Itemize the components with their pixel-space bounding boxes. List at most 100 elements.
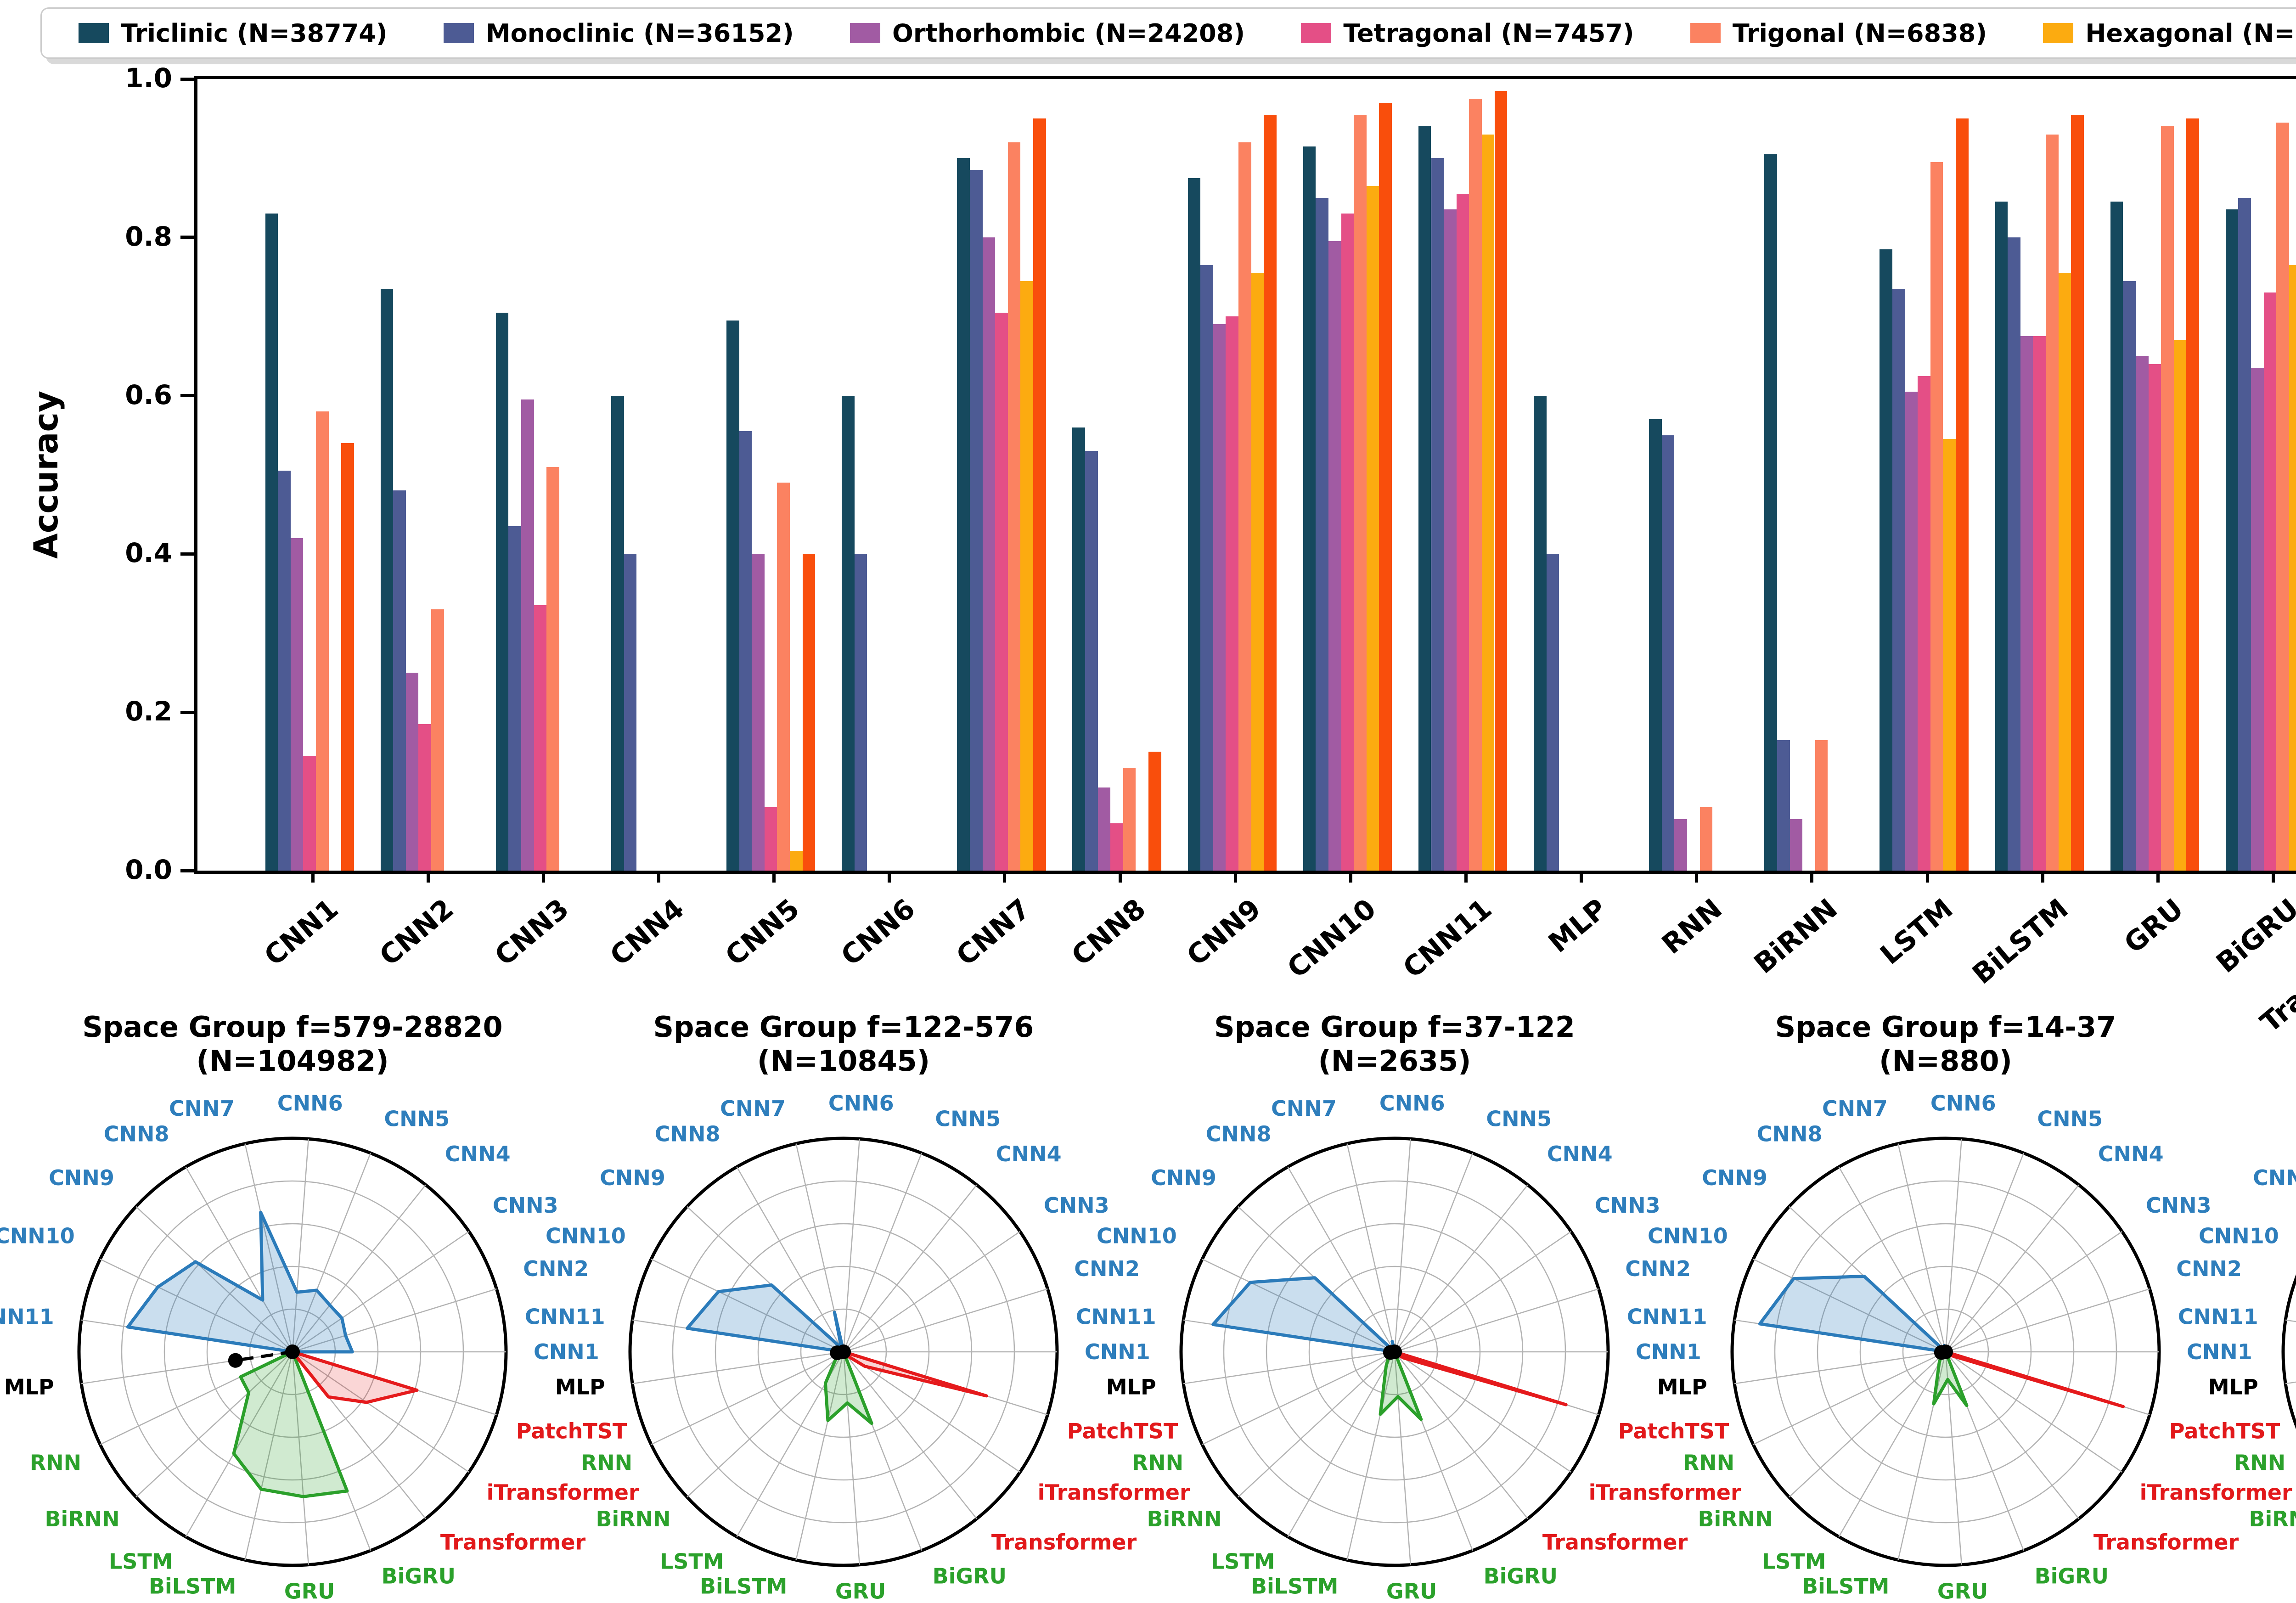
radar-axis-label-CNN6: CNN6 xyxy=(1379,1091,1445,1115)
radar-axis-label-CNN7: CNN7 xyxy=(720,1096,786,1121)
radar-axis-label-iTransformer: iTransformer xyxy=(2140,1480,2292,1505)
radar-axis-label-LSTM: LSTM xyxy=(660,1549,724,1574)
y-tick-label: 0.8 xyxy=(125,220,172,252)
x-tick-mark xyxy=(1464,871,1468,883)
radar-spoke xyxy=(1945,1139,1962,1352)
bar-CNN4-1 xyxy=(624,554,637,871)
radar-spoke xyxy=(244,1143,293,1352)
radar-spoke xyxy=(651,1351,844,1445)
legend-swatch xyxy=(2043,23,2074,43)
radar-axis-label-BiGRU: BiGRU xyxy=(2035,1564,2109,1589)
radar-spoke xyxy=(1287,1351,1396,1537)
x-tick-mark xyxy=(426,871,430,883)
radar-axis-label-Transformer: Transformer xyxy=(1542,1530,1688,1555)
x-tick-label-CNN2: CNN2 xyxy=(373,893,460,973)
x-tick-label-BiGRU: BiGRU xyxy=(2210,893,2296,979)
mlp-marker xyxy=(1383,1345,1398,1360)
x-tick-label-GRU: GRU xyxy=(2118,893,2190,960)
radar-spoke xyxy=(1394,1153,1474,1352)
radar-axis-label-CNN2: CNN2 xyxy=(1625,1256,1691,1281)
x-tick-mark xyxy=(1580,871,1583,883)
radar-spoke xyxy=(1945,1288,2150,1353)
cnn-family-polygon xyxy=(1758,1275,1947,1354)
y-tick-label: 1.0 xyxy=(125,62,172,94)
bar-CNN5-6 xyxy=(802,554,816,871)
radar-axis-label-iTransformer: iTransformer xyxy=(487,1480,639,1505)
transformer-family-polygon xyxy=(291,1350,419,1404)
radar-spoke xyxy=(1238,1351,1395,1498)
y-tick-label: 0.6 xyxy=(125,379,172,411)
radar-spoke xyxy=(1945,1184,2079,1352)
bar-BiGRU-1 xyxy=(2238,197,2251,871)
bar-CNN11-3 xyxy=(1456,193,1469,871)
bar-LSTM-6 xyxy=(1956,118,1969,871)
bar-CNN3-2 xyxy=(521,399,534,871)
bar-CNN5-5 xyxy=(790,850,803,871)
mlp-marker xyxy=(228,1353,243,1368)
bar-CNN2-1 xyxy=(393,490,406,871)
y-tick-mark xyxy=(180,869,194,872)
x-tick-label-CNN1: CNN1 xyxy=(258,893,345,973)
radar-axis-label-BiRNN: BiRNN xyxy=(1147,1507,1221,1531)
bar-BiRNN-2 xyxy=(1790,819,1803,871)
bar-CNN5-1 xyxy=(739,431,752,871)
bar-MLP-0 xyxy=(1534,395,1547,871)
radar-spoke xyxy=(843,1153,923,1352)
legend-label: Tetragonal (N=7457) xyxy=(1343,18,1634,48)
bar-CNN11-5 xyxy=(1481,134,1495,871)
radar-axis-label-CNN7: CNN7 xyxy=(1271,1096,1337,1121)
radar-axis-label-Transformer: Transformer xyxy=(440,1530,586,1555)
radar-spoke xyxy=(1394,1351,1528,1519)
radar-spoke xyxy=(1789,1351,1946,1498)
bar-CNN1-6 xyxy=(341,443,354,871)
bar-CNN10-6 xyxy=(1379,102,1392,871)
bar-CNN9-4 xyxy=(1238,142,1251,871)
x-tick-label-CNN7: CNN7 xyxy=(950,893,1036,973)
radar-spoke xyxy=(1202,1259,1395,1353)
bar-CNN10-3 xyxy=(1341,214,1354,871)
legend-label: Monoclinic (N=36152) xyxy=(485,18,794,48)
bar-CNN1-0 xyxy=(265,214,278,871)
bar-BiLSTM-5 xyxy=(2058,273,2071,871)
bar-CNN11-1 xyxy=(1431,158,1444,871)
radar-spoke xyxy=(1838,1166,1947,1352)
bar-CNN11-0 xyxy=(1418,126,1431,871)
radar-spoke xyxy=(1753,1351,1946,1445)
bar-CNN11-4 xyxy=(1469,99,1482,871)
radar-axis-label-CNN1: CNN1 xyxy=(1085,1339,1150,1364)
bar-GRU-1 xyxy=(2123,281,2136,871)
bar-CNN5-0 xyxy=(726,320,739,871)
radar-title-5: Space Group f=1-14(N=227) xyxy=(2230,1010,2296,1079)
x-tick-mark xyxy=(2041,871,2044,883)
radar-axis-label-CNN11: CNN11 xyxy=(0,1305,54,1329)
radar-spoke xyxy=(843,1288,1048,1353)
radar-axis-label-CNN10: CNN10 xyxy=(0,1223,75,1248)
radar-spoke xyxy=(687,1351,844,1498)
radar-title-line2: (N=880) xyxy=(1879,1044,2012,1078)
x-tick-label-CNN4: CNN4 xyxy=(604,893,691,973)
legend-swatch xyxy=(1301,23,1332,43)
radar-axis-label-CNN10: CNN10 xyxy=(1097,1223,1177,1248)
radar-spoke xyxy=(100,1259,293,1353)
cnn-family-polygon xyxy=(1211,1276,1396,1354)
radar-axis-label-iTransformer: iTransformer xyxy=(1038,1480,1190,1505)
radar-axis-label-CNN3: CNN3 xyxy=(2146,1193,2212,1218)
radar-axis-label-CNN4: CNN4 xyxy=(1547,1142,1613,1166)
bar-CNN3-1 xyxy=(508,526,521,871)
radar-axis-label-PatchTST: PatchTST xyxy=(2169,1419,2280,1444)
radar-spoke xyxy=(843,1351,977,1519)
radar-axis-label-CNN8: CNN8 xyxy=(1206,1122,1272,1147)
bar-CNN7-1 xyxy=(969,170,983,871)
radar-axis-label-CNN11: CNN11 xyxy=(1627,1305,1707,1329)
bar-BiLSTM-4 xyxy=(2045,134,2059,871)
bar-BiRNN-1 xyxy=(1777,740,1790,871)
radar-title-3: Space Group f=37-122 (N=2635) xyxy=(1128,1010,1661,1079)
radar-axis-label-Transformer: Transformer xyxy=(991,1530,1137,1555)
bar-CNN3-3 xyxy=(534,605,547,871)
radar-axis-label-CNN5: CNN5 xyxy=(384,1107,450,1131)
y-tick-label: 0.0 xyxy=(125,854,172,885)
radar-axis-label-CNN6: CNN6 xyxy=(1930,1091,1996,1115)
legend-label: Trigonal (N=6838) xyxy=(1732,18,1987,48)
bar-CNN1-4 xyxy=(315,411,329,871)
